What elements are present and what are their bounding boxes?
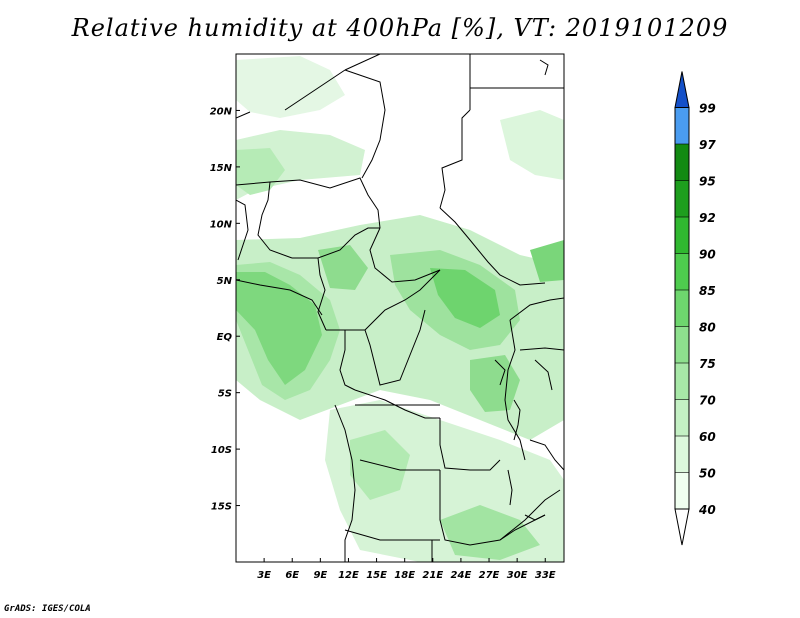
colorbar-label: 85 xyxy=(699,284,716,298)
humidity-region-zambia xyxy=(440,505,540,560)
humidity-region-rift xyxy=(470,355,520,412)
colorbar-label: 50 xyxy=(699,467,716,481)
map-frame xyxy=(235,53,565,563)
x-tick-label: 21E xyxy=(422,570,443,581)
colorbar-bottom-arrow xyxy=(674,508,690,546)
colorbar-segment xyxy=(675,107,689,144)
colorbar-top-arrow xyxy=(674,71,690,108)
colorbar-label: 99 xyxy=(699,102,716,116)
colorbar-segment xyxy=(675,253,689,290)
y-tick-label: 20N xyxy=(210,106,233,117)
x-tick-label: 6E xyxy=(285,570,299,581)
country-borders xyxy=(236,54,564,562)
x-tick-label: 3E xyxy=(257,570,271,581)
colorbar-segment xyxy=(675,363,689,400)
y-tick-label: 10N xyxy=(210,219,233,230)
humidity-region-east-inner xyxy=(430,268,500,328)
y-tick-label: 10S xyxy=(211,445,232,456)
colorbar-label: 80 xyxy=(699,321,716,335)
colorbar-segment xyxy=(675,180,689,217)
humidity-region-north xyxy=(236,56,345,118)
x-tick-label: 24E xyxy=(451,570,472,581)
x-tick-label: 33E xyxy=(535,570,556,581)
humidity-region-east-edge xyxy=(530,240,564,282)
humidity-field xyxy=(236,54,564,562)
colorbar-label: 60 xyxy=(699,430,716,444)
colorbar-label: 70 xyxy=(699,394,716,408)
x-tick-label: 27E xyxy=(479,570,500,581)
y-tick-label: 15N xyxy=(210,163,233,174)
colorbar-label: 95 xyxy=(699,175,716,189)
x-tick-label: 18E xyxy=(394,570,415,581)
credit-label: GrADS: IGES/COLA xyxy=(4,604,91,614)
y-tick-label: 5S xyxy=(218,389,232,400)
colorbar: 40 50 60 70 75 80 85 90 92 95 97 99 xyxy=(674,71,716,546)
colorbar-segment xyxy=(675,144,689,181)
y-tick-label: 15S xyxy=(211,502,232,513)
humidity-region-gulf xyxy=(236,272,322,385)
chart-title: Relative humidity at 400hPa [%], VT: 201… xyxy=(71,14,729,42)
colorbar-label: 92 xyxy=(699,211,716,225)
colorbar-segment xyxy=(675,436,689,473)
colorbar-segment xyxy=(675,217,689,254)
x-axis-ticks: 3E 6E 9E 12E 15E 18E 21E 24E 27E 30E 33E xyxy=(257,558,556,581)
humidity-region-cameroon xyxy=(318,245,368,290)
colorbar-label: 97 xyxy=(699,138,716,152)
x-tick-label: 15E xyxy=(366,570,387,581)
colorbar-label: 90 xyxy=(699,248,716,262)
colorbar-segment xyxy=(675,290,689,327)
colorbar-segment xyxy=(675,472,689,509)
x-tick-label: 9E xyxy=(313,570,327,581)
x-tick-label: 12E xyxy=(338,570,359,581)
x-tick-label: 30E xyxy=(507,570,528,581)
y-tick-label: EQ xyxy=(217,332,233,343)
y-tick-label: 5N xyxy=(217,276,233,287)
colorbar-segment xyxy=(675,399,689,436)
colorbar-segment xyxy=(675,326,689,363)
humidity-region-east-north xyxy=(500,110,564,180)
y-axis-ticks: 20N 15N 10N 5N EQ 5S 10S 15S xyxy=(210,106,240,513)
colorbar-label: 40 xyxy=(698,503,716,517)
colorbar-label: 75 xyxy=(699,357,716,371)
humidity-region-west-sahel xyxy=(236,148,285,195)
